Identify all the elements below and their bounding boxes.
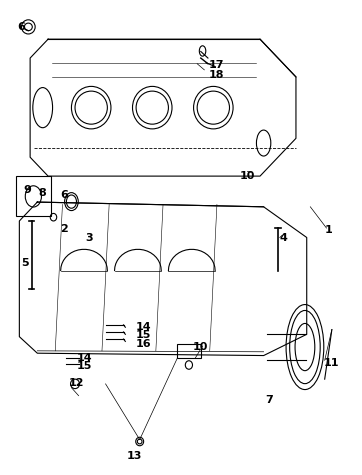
Text: 13: 13 bbox=[127, 451, 142, 461]
Text: 8: 8 bbox=[39, 188, 47, 198]
Text: 15: 15 bbox=[136, 330, 151, 340]
Text: 16: 16 bbox=[135, 339, 151, 349]
Text: 3: 3 bbox=[85, 233, 93, 244]
Text: 4: 4 bbox=[279, 233, 287, 244]
Text: 12: 12 bbox=[69, 378, 85, 388]
Bar bbox=[177, 344, 201, 358]
Text: 10: 10 bbox=[193, 342, 209, 352]
Text: 9: 9 bbox=[23, 185, 31, 195]
Bar bbox=[17, 176, 51, 216]
Text: 1: 1 bbox=[324, 226, 332, 236]
Text: 6: 6 bbox=[60, 190, 68, 200]
Text: 15: 15 bbox=[76, 361, 92, 371]
Text: 6: 6 bbox=[17, 22, 25, 32]
Text: 2: 2 bbox=[60, 224, 68, 234]
Text: 7: 7 bbox=[265, 395, 273, 406]
Text: 14: 14 bbox=[135, 322, 151, 332]
Text: 10: 10 bbox=[240, 171, 255, 181]
Text: 14: 14 bbox=[76, 353, 92, 363]
Text: 18: 18 bbox=[209, 69, 225, 80]
Text: 17: 17 bbox=[209, 60, 225, 70]
Text: 5: 5 bbox=[21, 258, 29, 268]
Text: 11: 11 bbox=[323, 358, 339, 368]
